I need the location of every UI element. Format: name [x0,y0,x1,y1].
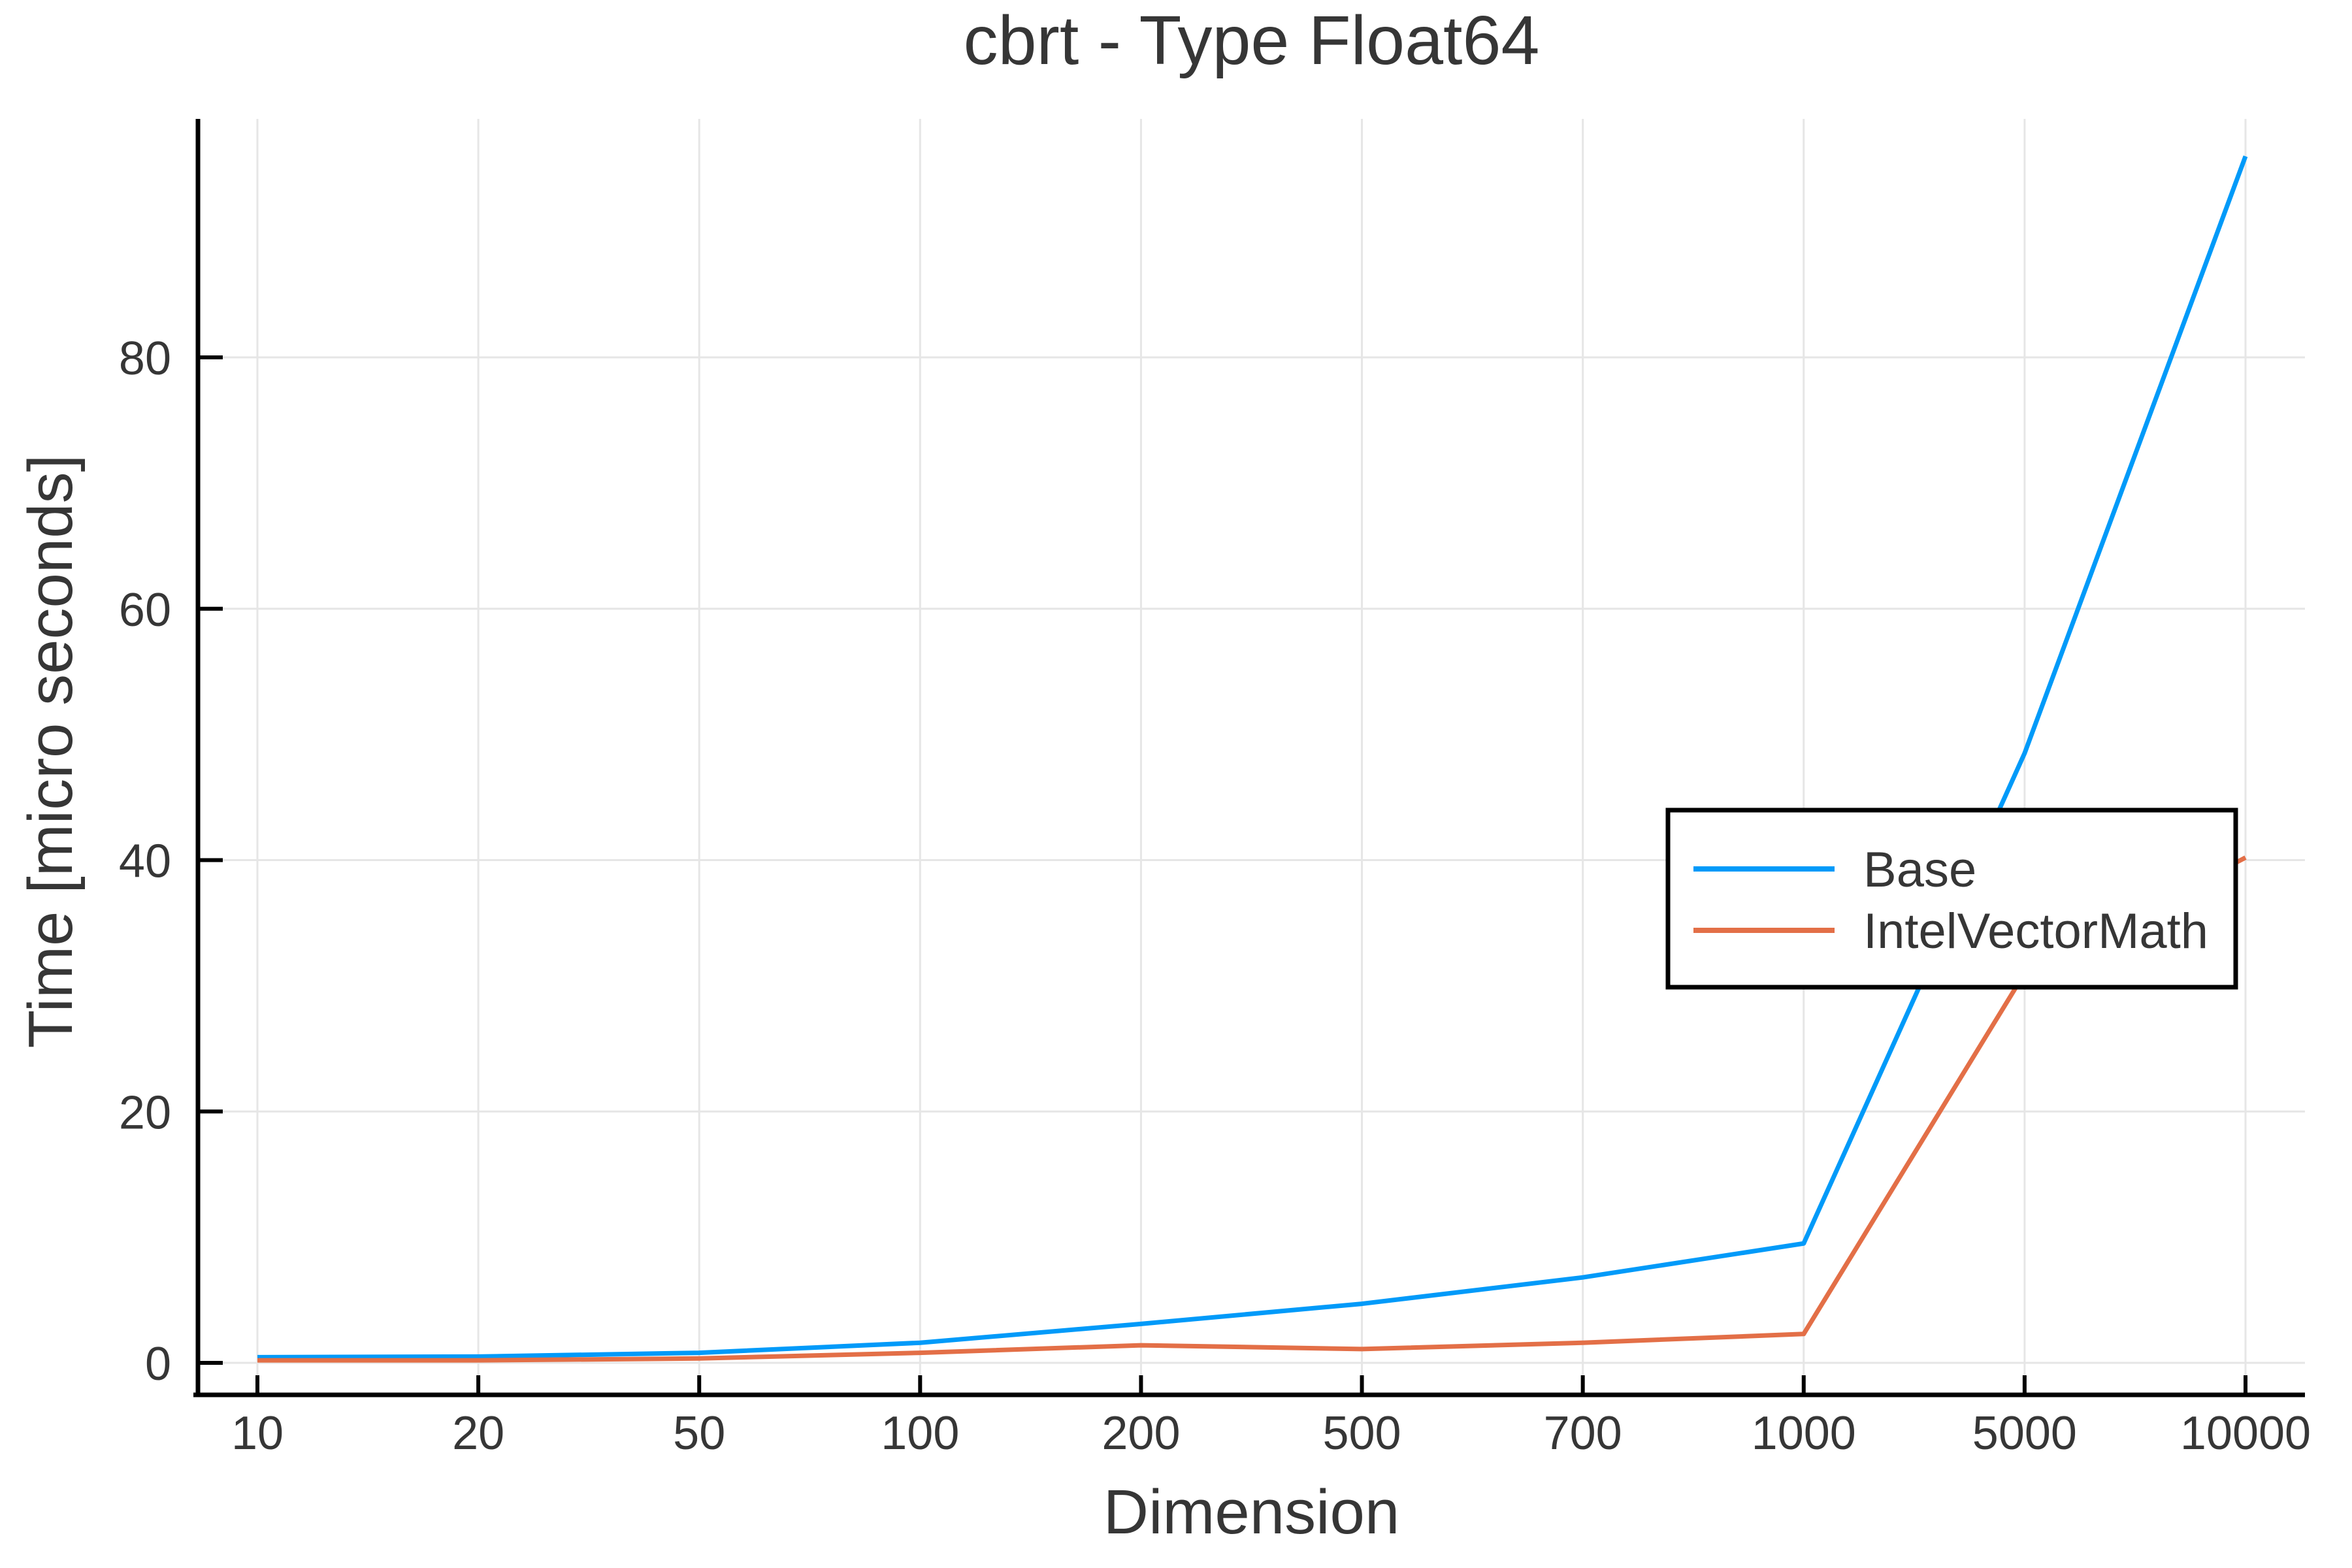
x-tick-label: 100 [881,1407,959,1460]
y-tick-label: 40 [119,836,171,888]
x-tick-label: 10000 [2180,1407,2311,1460]
x-tick-label: 10 [231,1407,284,1460]
legend-label-base: Base [1863,842,1976,898]
y-tick-label: 20 [119,1086,171,1139]
x-tick-label: 700 [1544,1407,1622,1460]
y-tick-label: 80 [119,333,171,385]
x-tick-label: 1000 [1752,1407,1856,1460]
series-line-base [257,155,2248,1360]
chart-title: cbrt - Type Float64 [963,2,1540,79]
x-tick-label: 5000 [1972,1407,2077,1460]
series-line-intelvectormath [257,855,2247,1363]
y-tick-label: 0 [145,1338,171,1390]
legend-box [1665,808,2238,990]
y-tick-label: 60 [119,584,171,636]
x-tick-label: 200 [1102,1407,1180,1460]
x-tick-label: 50 [673,1407,725,1460]
x-tick-label: 500 [1322,1407,1401,1460]
x-axis-label: Dimension [1103,1477,1400,1547]
x-tick-label: 20 [452,1407,504,1460]
legend-label-intelvectormath: IntelVectorMath [1863,904,2208,959]
